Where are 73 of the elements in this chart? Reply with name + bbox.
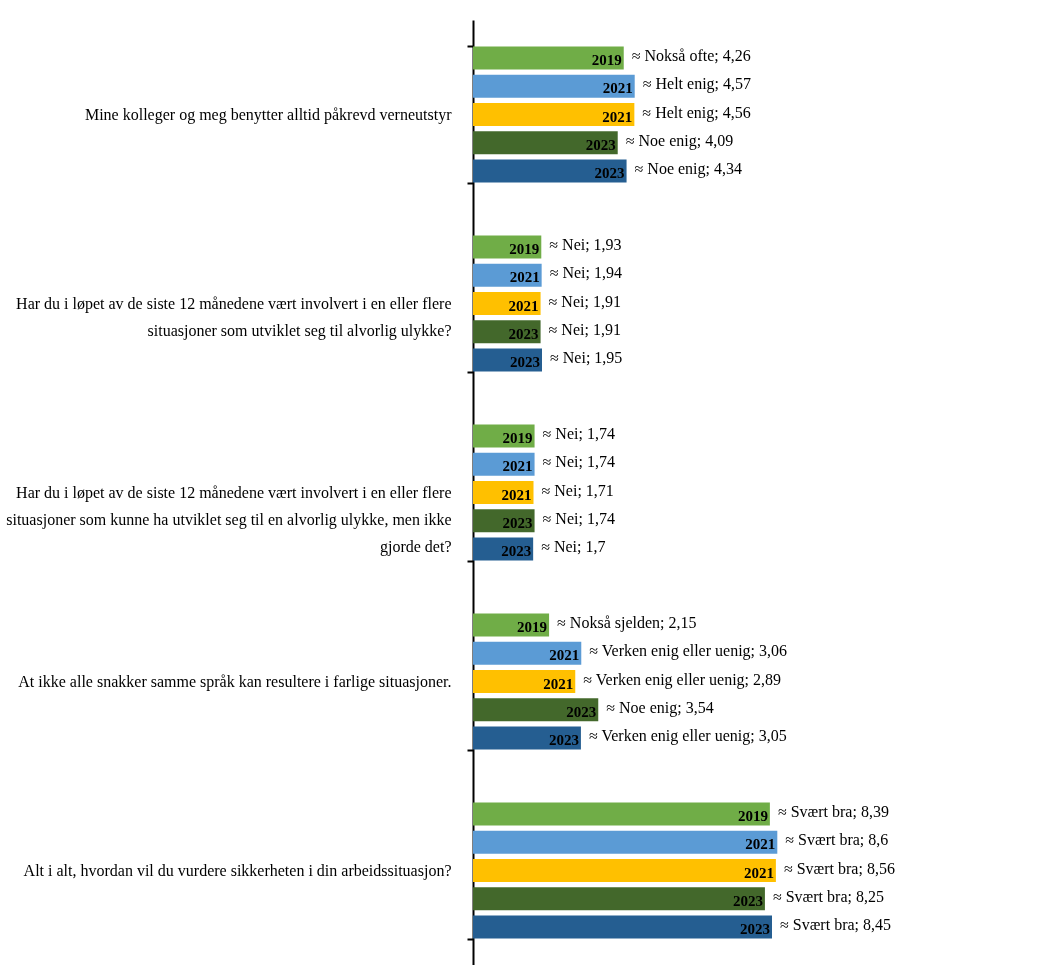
text: 2021 bbox=[743, 864, 774, 881]
text: 2019 bbox=[502, 430, 533, 447]
bar bbox=[473, 424, 535, 448]
y-tick-label: Alt i alt, hvordan vil du vurdere sikkerheten i din arbeidssituasjon? bbox=[23, 862, 452, 880]
text: 2023 bbox=[566, 703, 597, 720]
y-tick-label: Har du i løpet av de siste 12 månedene vært involvert i en eller flere situasjoner som utviklet seg til alvorlig ulykke? bbox=[16, 295, 452, 340]
bar bbox=[473, 46, 624, 70]
data-label: ≈ Verken enig eller uenig; 3,06 bbox=[589, 642, 788, 661]
series-label: 2019 bbox=[591, 52, 622, 69]
data-label: ≈ Svært bra; 8,39 bbox=[777, 803, 889, 821]
series-label: 2021 bbox=[508, 297, 539, 314]
text: 2021 bbox=[543, 675, 574, 692]
bar bbox=[473, 613, 550, 637]
text: 2019 bbox=[737, 808, 768, 825]
text: 2023 bbox=[740, 920, 770, 937]
data-label: ≈ Nokså ofte; 4,26 bbox=[631, 47, 751, 65]
series-label: 2023 bbox=[502, 514, 533, 531]
text: 2019 bbox=[509, 241, 540, 258]
data-label: ≈ Nei; 1,71 bbox=[541, 481, 614, 499]
data-label: ≈ Nei; 1,74 bbox=[542, 425, 615, 443]
bar bbox=[473, 235, 542, 259]
text: 2021 bbox=[745, 836, 776, 853]
data-label: ≈ Verken enig eller uenig; 3,05 bbox=[588, 726, 787, 745]
text: 2021 bbox=[501, 486, 532, 503]
data-label: ≈ Svært bra; 8,6 bbox=[785, 831, 889, 849]
text: 2021 bbox=[602, 108, 633, 125]
bar bbox=[473, 131, 618, 155]
data-label: ≈ Helt enig; 4,57 bbox=[642, 75, 752, 94]
series-label: 2021 bbox=[509, 269, 540, 286]
bar bbox=[473, 915, 772, 939]
bar bbox=[473, 159, 627, 183]
text: 2021 bbox=[502, 458, 533, 475]
bar bbox=[473, 802, 770, 826]
data-label: ≈ Verken enig eller uenig; 2,89 bbox=[583, 670, 782, 689]
data-label: ≈ Nei; 1,74 bbox=[542, 453, 615, 471]
data-label: ≈ Nei; 1,74 bbox=[542, 509, 615, 527]
data-label: ≈ Helt enig; 4,56 bbox=[642, 103, 751, 122]
data-label: ≈ Nei; 1,91 bbox=[548, 292, 621, 310]
data-label: ≈ Svært bra; 8,45 bbox=[780, 915, 891, 933]
text: 2019 bbox=[517, 619, 548, 636]
data-label: ≈ Nokså sjelden; 2,15 bbox=[557, 614, 697, 633]
y-tick-label: At ikke alle snakker samme språk kan resultere i farlige situasjoner. bbox=[18, 673, 452, 691]
text: 2021 bbox=[549, 647, 580, 664]
text: 2023 bbox=[585, 136, 616, 153]
bar bbox=[473, 641, 582, 665]
data-label: ≈ Svært bra; 8,56 bbox=[783, 859, 895, 877]
bar bbox=[473, 830, 778, 854]
y-tick-label: Har du i løpet av de siste 12 månedene vært involvert i en eller flere situasjoner som kunne ha utviklet seg til en alvorlig ulykke, men ikke gjorde det? bbox=[6, 484, 452, 556]
data-label: ≈ Noe enig; 3,54 bbox=[606, 698, 714, 717]
text: 2023 bbox=[594, 164, 625, 181]
text: 2023 bbox=[732, 892, 763, 909]
bar bbox=[473, 858, 776, 883]
bar bbox=[473, 102, 635, 127]
data-label: ≈ Svært bra; 8,25 bbox=[772, 887, 884, 905]
y-tick-label: Mine kolleger og meg benytter alltid påkrevd verneutstyr bbox=[84, 106, 453, 124]
series-label: 2023 bbox=[501, 542, 532, 559]
text: 2023 bbox=[508, 325, 539, 342]
bar bbox=[473, 726, 581, 750]
data-label: ≈ Nei; 1,94 bbox=[549, 264, 622, 282]
bar bbox=[473, 698, 599, 722]
data-label: ≈ Nei; 1,91 bbox=[548, 320, 621, 338]
bar bbox=[473, 74, 635, 98]
bar bbox=[473, 887, 765, 911]
bar bbox=[473, 348, 542, 372]
text: 2021 bbox=[602, 80, 633, 97]
bar bbox=[473, 669, 576, 694]
data-label: ≈ Nei; 1,7 bbox=[541, 537, 606, 555]
text: 2023 bbox=[510, 353, 540, 370]
text: 2023 bbox=[548, 731, 579, 748]
data-label: ≈ Noe enig; 4,09 bbox=[625, 131, 734, 150]
data-label: ≈ Nei; 1,93 bbox=[549, 236, 622, 254]
data-label: ≈ Noe enig; 4,34 bbox=[634, 159, 743, 178]
data-label: ≈ Nei; 1,95 bbox=[550, 348, 623, 366]
